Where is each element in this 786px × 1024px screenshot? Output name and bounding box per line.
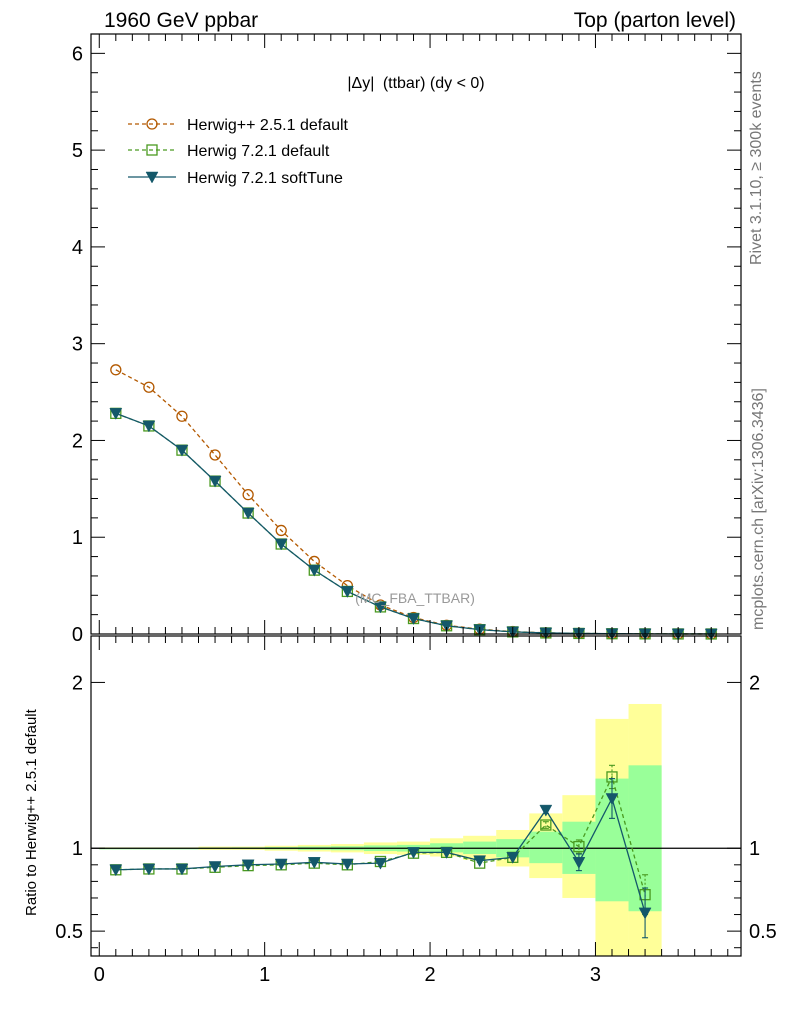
main-point-2-0 bbox=[109, 408, 123, 420]
main-point-2-8 bbox=[374, 601, 387, 614]
ratio-point-1-15 bbox=[605, 793, 619, 806]
main-point-2-7 bbox=[340, 586, 354, 598]
main-point-0-2 bbox=[176, 410, 188, 422]
ratio-xtick-label: 0 bbox=[94, 964, 105, 986]
ratio-ytick-label-right: 0.5 bbox=[749, 921, 777, 943]
main-ytick-label: 2 bbox=[72, 430, 83, 452]
ratio-point-0-14 bbox=[573, 840, 585, 853]
ratio-plot-frame bbox=[90, 635, 742, 957]
main-ytick-label: 0 bbox=[72, 624, 83, 646]
ratio-ytick-label-left: 1 bbox=[72, 838, 83, 860]
main-point-0-5 bbox=[275, 524, 287, 537]
main-point-2-3 bbox=[208, 475, 222, 488]
observable-main: |Δy| bbox=[347, 75, 374, 92]
main-point-2-4 bbox=[241, 507, 255, 520]
ratio-point-1-5 bbox=[274, 858, 288, 871]
ratio-xtick-label: 3 bbox=[590, 964, 601, 986]
ratio-point-1-9 bbox=[407, 847, 420, 859]
ratio-point-1-0 bbox=[109, 864, 123, 877]
mcplots-reference-label: mcplots.cern.ch [arXiv:1306.3436] bbox=[750, 388, 767, 630]
ratio-ytick-label-left: 2 bbox=[72, 672, 83, 694]
main-plot-frame bbox=[90, 33, 742, 635]
legend: Herwig++ 2.5.1 default Herwig 7.2.1 defau… bbox=[128, 117, 349, 187]
ratio-ytick-label-right: 1 bbox=[749, 838, 760, 860]
ratio-point-1-14 bbox=[572, 857, 586, 869]
main-ytick-label: 3 bbox=[72, 334, 83, 356]
main-point-2-1 bbox=[142, 420, 156, 433]
ratio-y-axis-label: Ratio to Herwig++ 2.5.1 default bbox=[23, 708, 40, 916]
main-point-2-2 bbox=[175, 444, 189, 457]
main-point-0-4 bbox=[242, 488, 254, 501]
ratio-xtick-label: 2 bbox=[424, 964, 435, 986]
ratio-ytick-label-right: 2 bbox=[749, 672, 760, 694]
analysis-watermark: (MC_FBA_TTBAR) bbox=[355, 590, 475, 606]
ratio-point-1-1 bbox=[142, 863, 156, 876]
legend-label-2: Herwig 7.2.1 softTune bbox=[187, 170, 343, 187]
main-ytick-label: 4 bbox=[72, 237, 83, 259]
ratio-point-1-2 bbox=[175, 863, 189, 876]
ratio-xtick-label: 1 bbox=[259, 964, 270, 986]
main-ytick-label: 1 bbox=[72, 527, 83, 549]
main-point-2-9 bbox=[407, 613, 420, 626]
rivet-version-label: Rivet 3.1.10, ≥ 300k events bbox=[748, 71, 765, 265]
ratio-point-1-8 bbox=[374, 857, 387, 870]
ratio-point-0-13 bbox=[540, 819, 552, 831]
main-point-0-0 bbox=[110, 364, 122, 376]
ratio-ytick-label-left: 0.5 bbox=[55, 921, 83, 943]
ratio-point-1-7 bbox=[340, 858, 354, 871]
ratio-point-1-6 bbox=[307, 857, 321, 869]
legend-marker-0 bbox=[146, 118, 158, 130]
main-point-0-1 bbox=[143, 381, 155, 393]
main-ytick-label: 5 bbox=[72, 140, 83, 162]
ratio-point-1-4 bbox=[241, 859, 255, 872]
legend-label-1: Herwig 7.2.1 default bbox=[187, 143, 330, 160]
ratio-point-1-16 bbox=[638, 907, 652, 920]
legend-marker-2 bbox=[145, 171, 159, 184]
main-point-2-5 bbox=[274, 538, 288, 551]
ratio-point-1-11 bbox=[473, 855, 487, 868]
ratio-point-1-13 bbox=[539, 804, 553, 817]
ratio-point-1-3 bbox=[208, 861, 222, 873]
header-left: 1960 GeV ppbar bbox=[104, 9, 258, 32]
main-point-2-10 bbox=[440, 620, 454, 633]
main-point-2-6 bbox=[307, 564, 321, 577]
observable-sub: (ttbar) (dy < 0) bbox=[383, 75, 485, 92]
legend-marker-1 bbox=[146, 144, 158, 156]
ratio-point-1-12 bbox=[506, 852, 520, 864]
ratio-green-band-13 bbox=[529, 831, 563, 864]
observable-label: |Δy| (ttbar) (dy < 0) bbox=[347, 75, 484, 92]
main-point-0-3 bbox=[209, 449, 221, 461]
main-ytick-label: 6 bbox=[72, 43, 83, 65]
header-right: Top (parton level) bbox=[574, 9, 736, 32]
legend-label-0: Herwig++ 2.5.1 default bbox=[187, 117, 349, 134]
ratio-point-1-10 bbox=[440, 847, 454, 859]
